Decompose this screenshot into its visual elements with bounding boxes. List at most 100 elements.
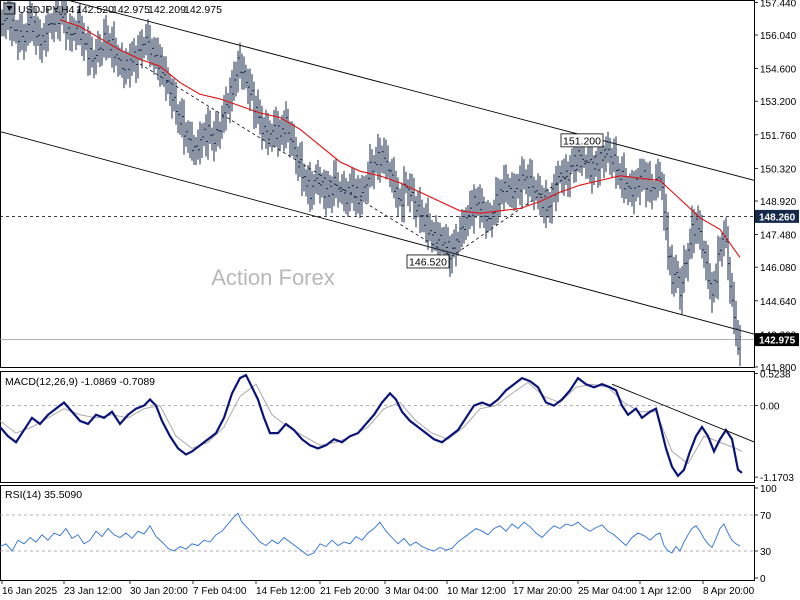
ohlc-bar bbox=[27, 8, 29, 46]
ohlc-bar bbox=[517, 173, 519, 199]
ohlc-bar bbox=[481, 188, 483, 223]
ohlc-bar bbox=[105, 15, 107, 61]
ohlc-bar bbox=[467, 205, 469, 237]
ohlc-bar bbox=[229, 77, 231, 124]
ohlc-bar bbox=[99, 34, 101, 67]
ohlc-bar bbox=[537, 173, 539, 210]
price-title-group: USDJPY,H4 142.520 142.975 142.209 142.97… bbox=[3, 2, 222, 16]
price-annotation: 151.200 bbox=[563, 135, 601, 147]
ohlc-bar bbox=[533, 176, 535, 211]
ohlc-bar bbox=[211, 127, 213, 151]
ohlc-bar bbox=[449, 235, 451, 277]
ohlc-bar bbox=[497, 177, 499, 223]
ohlc-bar bbox=[413, 177, 415, 220]
ohlc-bar bbox=[319, 166, 321, 204]
ohlc-bar bbox=[325, 170, 327, 216]
ohlc-bar bbox=[525, 169, 527, 195]
ohlc-bar bbox=[543, 187, 545, 224]
ohlc-bar bbox=[141, 29, 143, 69]
ohlc-bar bbox=[725, 217, 727, 249]
ohlc-bar bbox=[561, 160, 563, 194]
ohlc-bar bbox=[289, 121, 291, 158]
ohlc-bar bbox=[399, 188, 401, 207]
ohlc-bar bbox=[221, 105, 223, 139]
ohlc-bar bbox=[59, 5, 61, 42]
ohlc-bar bbox=[253, 81, 255, 130]
ohlc-bar bbox=[201, 123, 203, 159]
ohlc-bar bbox=[361, 174, 363, 215]
ohlc-bar bbox=[155, 37, 157, 69]
ohlc-bar bbox=[115, 37, 117, 66]
level-label: 148.260 bbox=[759, 212, 796, 223]
ohlc-bar bbox=[223, 95, 225, 133]
price-axis-label: 157.440 bbox=[760, 0, 797, 9]
ohlc-bar bbox=[179, 101, 181, 135]
ohlc-bar bbox=[371, 149, 373, 187]
ohlc-bar bbox=[175, 81, 177, 125]
ohlc-bar bbox=[641, 158, 643, 192]
ohlc-bar bbox=[391, 158, 393, 193]
ohlc-bar bbox=[51, 12, 53, 40]
macd-panel-frame bbox=[0, 371, 755, 483]
ohlc-bar bbox=[425, 203, 427, 243]
ohlc-bar bbox=[363, 176, 365, 202]
ohlc-bar bbox=[193, 134, 195, 165]
ohlc-bar bbox=[459, 216, 461, 252]
rsi-axis-label: 30 bbox=[760, 547, 772, 558]
ohlc-bar bbox=[23, 24, 25, 60]
ohlc-bar bbox=[225, 86, 227, 131]
ohlc-bar bbox=[283, 110, 285, 152]
ohlc-close: 142.975 bbox=[184, 4, 222, 16]
ohlc-bar bbox=[163, 56, 165, 88]
ohlc-bar bbox=[411, 173, 413, 202]
ohlc-bar bbox=[451, 233, 453, 274]
level-label-bg bbox=[755, 333, 799, 347]
ohlc-bar bbox=[365, 175, 367, 202]
ohlc-bar bbox=[565, 154, 567, 186]
macd-trend-line bbox=[611, 383, 756, 443]
ohlc-bar bbox=[161, 47, 163, 86]
ohlc-bar bbox=[187, 120, 189, 153]
ohlc-bar bbox=[617, 156, 619, 186]
ohlc-bar bbox=[453, 229, 455, 258]
ohlc-bar bbox=[645, 161, 647, 208]
ohlc-bar bbox=[65, 0, 67, 51]
ohlc-bar bbox=[337, 172, 339, 208]
ohlc-bar bbox=[261, 105, 263, 150]
ohlc-bar bbox=[557, 160, 559, 203]
ohlc-bar bbox=[209, 110, 211, 144]
ohlc-bar bbox=[489, 202, 491, 231]
macd-axis-label: -1.1703 bbox=[760, 473, 794, 484]
ohlc-bar bbox=[195, 136, 197, 166]
ohlc-bar bbox=[31, 3, 33, 42]
ohlc-bar bbox=[263, 116, 265, 141]
ohlc-bar bbox=[287, 108, 289, 143]
ohlc-bar bbox=[257, 89, 259, 125]
ohlc-bar bbox=[569, 155, 571, 198]
ohlc-bar bbox=[41, 27, 43, 63]
ohlc-bar bbox=[97, 30, 99, 63]
ohlc-bar bbox=[101, 41, 103, 66]
ohlc-bar bbox=[613, 138, 615, 173]
ohlc-bar bbox=[493, 199, 495, 226]
channel-line-0 bbox=[65, 0, 756, 181]
ohlc-bar bbox=[47, 7, 49, 52]
symbol-menu-icon[interactable] bbox=[3, 2, 16, 15]
ohlc-bar bbox=[685, 249, 687, 279]
ohlc-bar bbox=[647, 162, 649, 202]
ohlc-bar bbox=[529, 158, 531, 197]
ohlc-bar bbox=[307, 165, 309, 205]
ohlc-bar bbox=[345, 177, 347, 215]
ohlc-bar bbox=[375, 146, 377, 174]
ohlc-bar bbox=[35, 7, 37, 55]
ohlc-low: 142.209 bbox=[148, 4, 186, 16]
moving-average-line bbox=[59, 19, 741, 258]
ohlc-bar bbox=[415, 196, 417, 228]
ohlc-bar bbox=[585, 154, 587, 179]
ohlc-bar bbox=[695, 212, 697, 244]
price-panel-frame bbox=[0, 0, 755, 368]
ohlc-bar bbox=[173, 78, 175, 112]
ohlc-bar bbox=[553, 174, 555, 203]
ohlc-bar bbox=[593, 155, 595, 186]
ohlc-bar bbox=[171, 78, 173, 119]
